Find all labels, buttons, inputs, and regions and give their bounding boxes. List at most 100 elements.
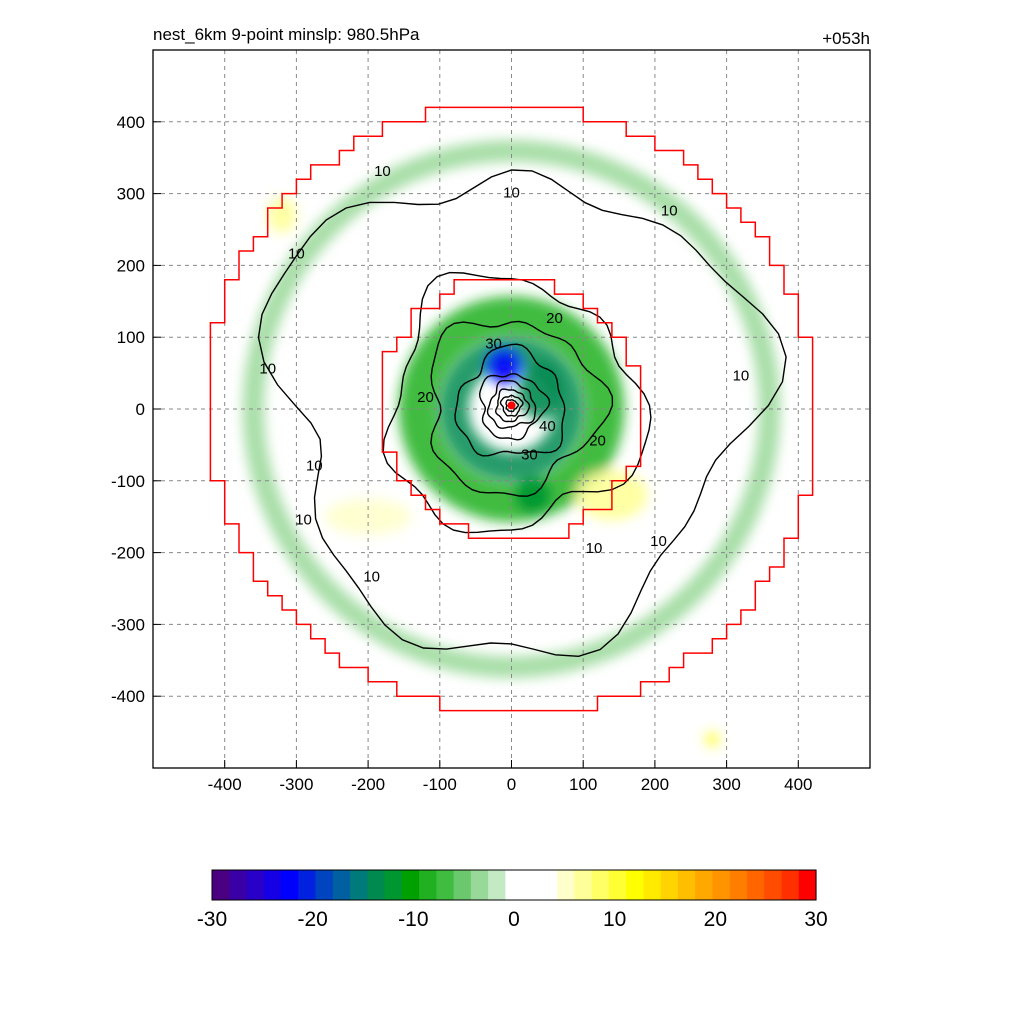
contour-label-14: 40 [539, 418, 556, 435]
colorbar-cell-12 [419, 870, 437, 900]
colorbar-frame [211, 869, 817, 901]
colorbar-cell-9 [367, 870, 386, 900]
colorbar-tick-label-3: 0 [508, 908, 520, 931]
shade-blob-8 [267, 197, 297, 234]
colorbar-cell-32 [764, 870, 783, 900]
colorbar-cell-7 [332, 870, 351, 900]
x-tick-label-2: -200 [351, 775, 385, 794]
colorbar-cells [212, 870, 817, 900]
colorbar-tick-label-4: 10 [603, 908, 626, 931]
colorbar: -30 -20 -10 0 10 20 30 [197, 869, 828, 931]
colorbar-cell-5 [298, 870, 317, 900]
colorbar-cell-16 [488, 870, 506, 900]
y-axis: -400 -300 -200 -100 0 100 200 300 400 [111, 113, 161, 706]
plot-area: 10 10 10 10 10 10 10 10 10 10 10 20 30 20 40 20 30 [152, 49, 871, 769]
colorbar-cell-4 [281, 870, 299, 900]
colorbar-cell-15 [470, 870, 489, 900]
colorbar-tick-label-2: -10 [398, 908, 428, 931]
chart-title: nest_6km 9-point minslp: 980.5hPa [153, 25, 420, 44]
colorbar-cell-1 [229, 870, 248, 900]
x-tick-label-7: 300 [712, 775, 740, 794]
colorbar-cell-30 [729, 870, 748, 900]
colorbar-cell-27 [677, 870, 696, 900]
shade-blob-9 [705, 732, 720, 747]
colorbar-tick-label-1: -20 [297, 908, 327, 931]
contour-label-8: 10 [363, 569, 380, 586]
contour-line-1 [382, 271, 652, 534]
y-tick-label-1: -300 [111, 615, 145, 634]
contour-line-2 [430, 320, 614, 497]
colorbar-cell-0 [212, 870, 230, 900]
colorbar-cell-33 [781, 870, 800, 900]
x-tick-label-6: 200 [641, 775, 669, 794]
colorbar-cell-26 [660, 870, 679, 900]
y-tick-label-5: 100 [117, 328, 145, 347]
colorbar-cell-21 [574, 870, 593, 900]
x-tick-label-5: 100 [569, 775, 597, 794]
colorbar-cell-28 [695, 870, 714, 900]
contour-label-15: 20 [589, 432, 606, 449]
contour-line-8 [505, 399, 520, 413]
contour-label-10: 10 [650, 533, 667, 550]
x-tick-label-1: -300 [279, 775, 313, 794]
colorbar-cell-11 [401, 870, 420, 900]
colorbar-tick-label-0: -30 [197, 908, 227, 931]
colorbar-cell-2 [246, 870, 265, 900]
contour-lines [257, 169, 787, 658]
contour-line-5 [486, 379, 537, 429]
colorbar-cell-22 [591, 870, 610, 900]
colorbar-cell-8 [350, 870, 368, 900]
colorbar-cell-18 [522, 870, 541, 900]
x-tick-label-8: 400 [784, 775, 812, 794]
contour-label-6: 10 [306, 457, 323, 474]
colorbar-tick-label-5: 20 [704, 908, 727, 931]
colorbar-cell-10 [384, 870, 403, 900]
x-tick-label-3: -100 [423, 775, 457, 794]
contour-label-16: 30 [521, 447, 538, 464]
shade-blob-4 [515, 477, 551, 514]
colorbar-cell-17 [505, 870, 524, 900]
contour-line-7 [499, 394, 524, 417]
contour-label-4: 10 [259, 360, 276, 377]
y-tick-label-2: -200 [111, 544, 145, 563]
y-tick-label-3: -100 [111, 472, 145, 491]
y-tick-label-4: 0 [136, 400, 145, 419]
colorbar-tick-labels: -30 -20 -10 0 10 20 30 [197, 908, 828, 931]
x-axis: -400 -300 -200 -100 0 100 200 300 400 [208, 760, 812, 794]
contour-label-9: 10 [586, 540, 603, 557]
contour-label-0: 10 [374, 163, 391, 180]
contour-line-0 [257, 169, 787, 658]
contour-line-6 [494, 388, 531, 423]
y-tick-label-6: 200 [117, 256, 145, 275]
contour-label-1: 10 [503, 185, 520, 202]
contour-label-5: 10 [733, 368, 750, 385]
contour-label-13: 20 [417, 389, 434, 406]
colorbar-cell-14 [453, 870, 472, 900]
colorbar-cell-24 [626, 870, 645, 900]
x-tick-label-4: 0 [507, 775, 516, 794]
red-boundaries [209, 106, 814, 712]
contour-line-4 [478, 372, 551, 441]
colorbar-cell-34 [798, 870, 817, 900]
boundary-outer [209, 106, 814, 712]
forecast-hour-label: +053h [822, 29, 870, 48]
y-tick-label-0: -400 [111, 687, 145, 706]
y-tick-label-7: 300 [117, 185, 145, 204]
storm-center-marker [507, 401, 516, 410]
x-tick-label-0: -400 [208, 775, 242, 794]
contour-labels: 10 10 10 10 10 10 10 10 10 10 10 20 30 20 40 20 30 [259, 163, 749, 586]
boundary-inner [381, 279, 642, 539]
y-tick-label-8: 400 [117, 113, 145, 132]
colorbar-cell-29 [712, 870, 731, 900]
shade-blob-2 [486, 347, 523, 384]
colorbar-cell-23 [608, 870, 627, 900]
contour-label-2: 10 [661, 203, 678, 220]
colorbar-cell-31 [746, 870, 765, 900]
colorbar-cell-25 [643, 870, 662, 900]
contour-label-7: 10 [295, 511, 312, 528]
contour-label-11: 20 [546, 310, 563, 327]
colorbar-tick-label-6: 30 [804, 908, 827, 931]
contour-label-12: 30 [485, 335, 502, 352]
colorbar-cell-6 [315, 870, 334, 900]
